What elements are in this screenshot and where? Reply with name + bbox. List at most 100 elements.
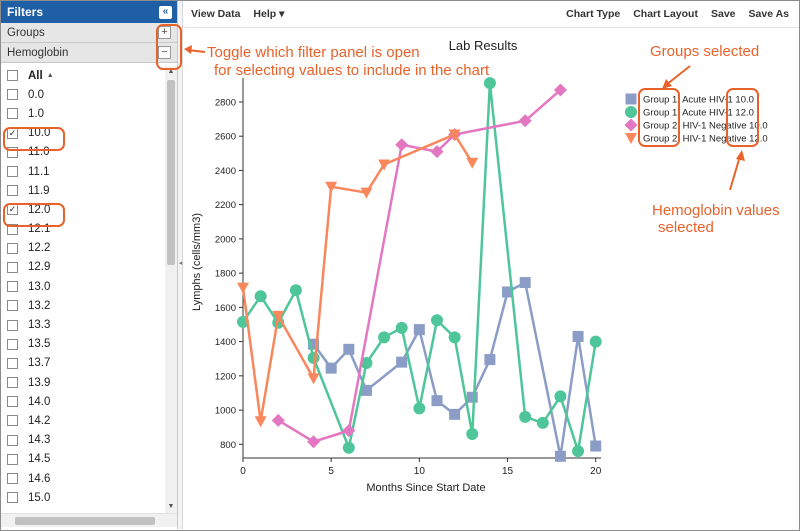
hscroll-thumb[interactable] [15, 517, 155, 525]
checkbox[interactable] [7, 242, 18, 254]
checkbox[interactable] [7, 357, 18, 369]
checkbox[interactable] [7, 492, 18, 504]
legend-entry: Group 2: HIV-1 Negative 10.0 [643, 121, 768, 132]
scroll-thumb[interactable] [167, 80, 175, 265]
data-point [254, 416, 267, 428]
filter-value-item[interactable]: 12.9 [1, 258, 164, 277]
view-data-button[interactable]: View Data [191, 8, 241, 20]
data-point [554, 450, 566, 462]
filter-value-item[interactable]: 14.5 [1, 450, 164, 469]
checkbox[interactable] [7, 185, 18, 197]
data-point [572, 330, 584, 342]
toggle-annotation-line2: for selecting values to include in the c… [214, 62, 490, 79]
scroll-up-icon[interactable]: ▲ [167, 68, 175, 75]
filter-value-item[interactable]: 14.6 [1, 469, 164, 488]
y-tick-label: 2600 [215, 132, 236, 143]
checkbox[interactable] [7, 473, 18, 485]
filter-value-item[interactable]: 11.9 [1, 181, 164, 200]
checkbox[interactable] [7, 146, 18, 158]
chart-type-button[interactable]: Chart Type [566, 8, 621, 20]
filter-value-item[interactable]: 13.5 [1, 335, 164, 354]
checkbox[interactable] [7, 300, 18, 312]
y-tick-label: 2200 [215, 200, 236, 211]
sort-asc-icon[interactable]: ▲ [46, 72, 54, 80]
filter-value-item[interactable]: 13.3 [1, 315, 164, 334]
filter-value-item[interactable]: 1.0 [1, 104, 164, 123]
chart-layout-button[interactable]: Chart Layout [633, 8, 698, 20]
filter-value-item[interactable]: 13.7 [1, 354, 164, 373]
data-point [413, 402, 426, 415]
filter-list-scrollbar[interactable]: ▲ ▼ [165, 66, 177, 513]
filter-value-item[interactable]: 13.0 [1, 277, 164, 296]
panel-splitter[interactable] [178, 1, 183, 529]
filter-value-item[interactable]: 15.0 [1, 488, 164, 507]
data-point [553, 83, 567, 97]
checkbox[interactable] [7, 377, 18, 389]
filter-value-item[interactable]: 0.0 [1, 85, 164, 104]
y-tick-label: 1600 [215, 303, 236, 314]
data-point [378, 331, 391, 344]
y-tick-label: 2000 [215, 234, 236, 245]
hemoglobin-annotation-line2: selected [658, 219, 714, 236]
data-point [466, 157, 479, 169]
data-point [396, 356, 408, 368]
y-tick-label: 1000 [215, 406, 236, 417]
filter-value-item[interactable]: 14.2 [1, 411, 164, 430]
checkbox[interactable] [7, 453, 18, 465]
hemoglobin-highlight [726, 88, 759, 147]
data-point [237, 282, 249, 294]
filter-value-label: 12.0 [28, 203, 51, 216]
hemoglobin-section-header[interactable]: Hemoglobin − [1, 43, 177, 63]
data-point [360, 357, 373, 369]
filter-value-item[interactable]: 13.9 [1, 373, 164, 392]
splitter-arrow-icon[interactable]: ◂ [178, 260, 183, 267]
data-point [378, 159, 391, 171]
filter-value-item[interactable]: 13.2 [1, 296, 164, 315]
x-axis-label: Months Since Start Date [366, 482, 485, 494]
toggle-annotation-line1: Toggle which filter panel is open [207, 44, 420, 61]
filter-list-hscrollbar[interactable] [1, 513, 177, 527]
checkbox[interactable] [7, 338, 18, 350]
save-as-button[interactable]: Save As [748, 8, 789, 20]
legend-marker [624, 118, 638, 132]
filter-all-item[interactable]: All ▲ [1, 66, 164, 85]
checkbox[interactable] [7, 319, 18, 331]
checkbox[interactable] [7, 415, 18, 427]
checkbox[interactable] [7, 434, 18, 446]
help-menu-button[interactable]: Help ▾ [253, 8, 285, 20]
scroll-down-icon[interactable]: ▼ [167, 503, 175, 510]
filter-value-item[interactable]: 12.2 [1, 239, 164, 258]
checkbox[interactable] [7, 89, 18, 101]
x-tick-label: 10 [414, 466, 426, 477]
data-point [430, 314, 443, 327]
x-tick-label: 20 [590, 466, 602, 477]
data-point [554, 390, 567, 403]
data-point [431, 395, 443, 407]
save-button[interactable]: Save [710, 8, 736, 20]
data-point [466, 391, 478, 403]
all-checkbox[interactable] [7, 70, 18, 82]
filter-value-label: 11.1 [28, 165, 50, 178]
series-line [241, 83, 597, 453]
filter-value-label: 15.0 [28, 491, 51, 504]
filter-value-item[interactable]: 14.3 [1, 431, 164, 450]
checkbox[interactable] [7, 281, 18, 293]
data-point [307, 435, 321, 449]
data-point [271, 413, 285, 427]
data-point [448, 129, 461, 141]
filter-value-item[interactable]: 14.0 [1, 392, 164, 411]
data-point [572, 445, 585, 458]
checkbox[interactable] [7, 166, 18, 178]
filter-value-label: 14.0 [28, 395, 51, 408]
checkbox[interactable] [7, 223, 18, 235]
collapse-panel-icon[interactable]: « [159, 5, 172, 19]
filter-value-item[interactable]: 11.1 [1, 162, 164, 181]
groups-section-header[interactable]: Groups + [1, 23, 177, 43]
data-point [307, 373, 320, 385]
chart-title: Lab Results [449, 38, 518, 53]
checkbox[interactable] [7, 396, 18, 408]
collapse-hemoglobin-icon[interactable]: − [158, 46, 171, 59]
data-point [289, 284, 302, 297]
checkbox[interactable] [7, 108, 18, 120]
checkbox[interactable] [7, 261, 18, 273]
